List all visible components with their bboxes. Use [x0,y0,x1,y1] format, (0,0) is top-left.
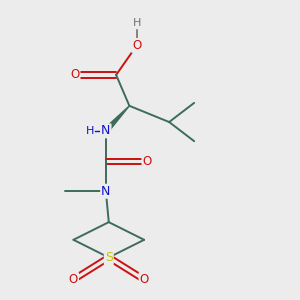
Text: H: H [133,18,141,28]
Text: O: O [70,68,80,81]
Text: S: S [105,251,113,264]
Text: H: H [85,126,94,136]
Text: O: O [69,273,78,286]
Text: O: O [140,273,149,286]
Polygon shape [104,106,129,133]
Text: O: O [142,155,152,168]
Text: N: N [101,185,110,198]
Text: O: O [132,39,141,52]
Text: N: N [101,124,110,137]
